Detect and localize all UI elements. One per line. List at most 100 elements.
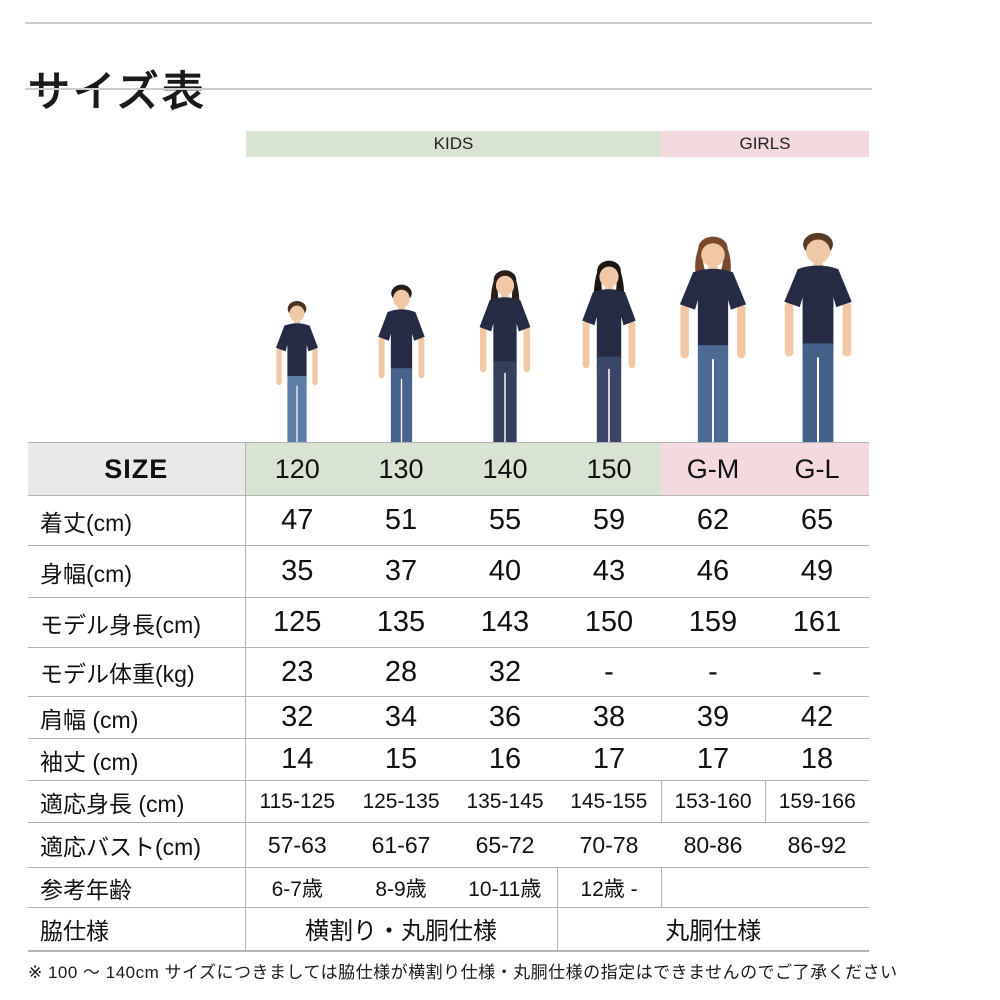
jeans [493,361,517,373]
cell: 145-155 [557,780,661,823]
jeans [697,345,729,360]
cell: 38 [557,696,661,739]
size-header-row: SIZE 120 130 140 150 G-M G-L [28,442,869,496]
face [393,289,410,308]
cell: - [765,647,869,697]
row-label: 着丈(cm) [28,495,246,546]
tshirt [276,323,318,378]
tshirt [784,265,852,346]
model-figure-girls-gm [679,236,747,445]
cell: 80-86 [661,822,765,868]
cell: 150 [557,597,661,648]
cell: 47 [245,495,349,546]
cell: 17 [557,738,661,781]
model-figure-girls-gl [784,232,852,445]
row-label: 袖丈 (cm) [28,738,246,781]
jeans [390,368,413,379]
table-row-reference-age: 参考年齢 6-7歳 8-9歳 10-11歳 12歳 - [28,867,869,908]
table-row-body-width: 身幅(cm) 35 37 40 43 46 49 [28,545,869,598]
row-label: 適応バスト(cm) [28,822,246,868]
row-label: 脇仕様 [28,907,246,951]
table-row-model-height: モデル身長(cm) 125 135 143 150 159 161 [28,597,869,648]
cell: 34 [349,696,453,739]
cell: 43 [557,545,661,598]
cell: 125 [245,597,349,648]
model-figure-kids-140 [479,270,531,445]
row-label: 肩幅 (cm) [28,696,246,739]
cell: 6-7歳 [245,867,349,908]
cell: 55 [453,495,557,546]
face [599,266,619,288]
cell: 161 [765,597,869,648]
table-row-model-weight: モデル体重(kg) 23 28 32 - - - [28,647,869,697]
models-row [0,0,1000,445]
cell-side-spec-girls: 丸胴仕様 [556,907,869,951]
row-label: 身幅(cm) [28,545,246,598]
title-rule-bottom [25,88,872,90]
cell: 70-78 [557,822,661,868]
cell: - [557,647,661,697]
cell: - [661,647,765,697]
size-header-label: SIZE [28,442,246,496]
cell: 49 [765,545,869,598]
cell: 32 [245,696,349,739]
row-label: 参考年齢 [28,867,246,908]
cell-empty [660,867,869,908]
footnote: ※ 100 ～ 140cm サイズにつきましては脇仕様が横割り仕様・丸胴仕様の指… [28,963,898,982]
cell: 32 [453,647,557,697]
table-row-fit-height: 適応身長 (cm) 115-125 125-135 135-145 145-15… [28,780,869,823]
face [495,275,515,296]
size-col-gl: G-L [765,442,869,496]
cell: 16 [453,738,557,781]
tshirt [479,297,531,363]
cell-side-spec-kids: 横割り・丸胴仕様 [245,907,557,951]
cell: 14 [245,738,349,781]
face [805,239,831,264]
cell: 115-125 [245,780,349,823]
cell: 40 [453,545,557,598]
cell: 153-160 [660,780,765,823]
cell: 10-11歳 [453,867,557,908]
row-label: モデル身長(cm) [28,597,246,648]
table-row-side-spec: 脇仕様 横割り・丸胴仕様 丸胴仕様 [28,907,869,951]
cell: 23 [245,647,349,697]
cell: 46 [661,545,765,598]
cell: 125-135 [349,780,453,823]
size-col-150: 150 [557,442,661,496]
cell: 8-9歳 [349,867,453,908]
jeans [287,376,307,386]
size-col-gm: G-M [661,442,765,496]
cell: 143 [453,597,557,648]
group-band-kids: KIDS [246,131,661,157]
tshirt [378,309,425,370]
cell: 39 [661,696,765,739]
cell: 159-166 [764,780,869,823]
cell: 59 [557,495,661,546]
cell: 18 [765,738,869,781]
model-figure-kids-120 [276,301,318,445]
cell: 42 [765,696,869,739]
cell: 62 [661,495,765,546]
cell: 35 [245,545,349,598]
cell: 135 [349,597,453,648]
cell: 159 [661,597,765,648]
group-band-girls: GIRLS [661,131,869,157]
cell: 17 [661,738,765,781]
cell: 15 [349,738,453,781]
face [701,243,725,267]
tshirt [679,268,747,347]
cell: 36 [453,696,557,739]
table-row-shoulder-width: 肩幅 (cm) 32 34 36 38 39 42 [28,696,869,739]
model-figure-kids-130 [378,284,425,445]
cell: 28 [349,647,453,697]
size-table: SIZE 120 130 140 150 G-M G-L 着丈(cm) 47 5… [28,442,869,952]
cell: 12歳 - [556,867,661,908]
face [289,305,305,322]
cell: 135-145 [453,780,557,823]
cell: 65 [765,495,869,546]
cell: 57-63 [245,822,349,868]
tshirt [582,289,636,359]
cell: 61-67 [349,822,453,868]
cell: 37 [349,545,453,598]
row-label: 適応身長 (cm) [28,780,246,823]
